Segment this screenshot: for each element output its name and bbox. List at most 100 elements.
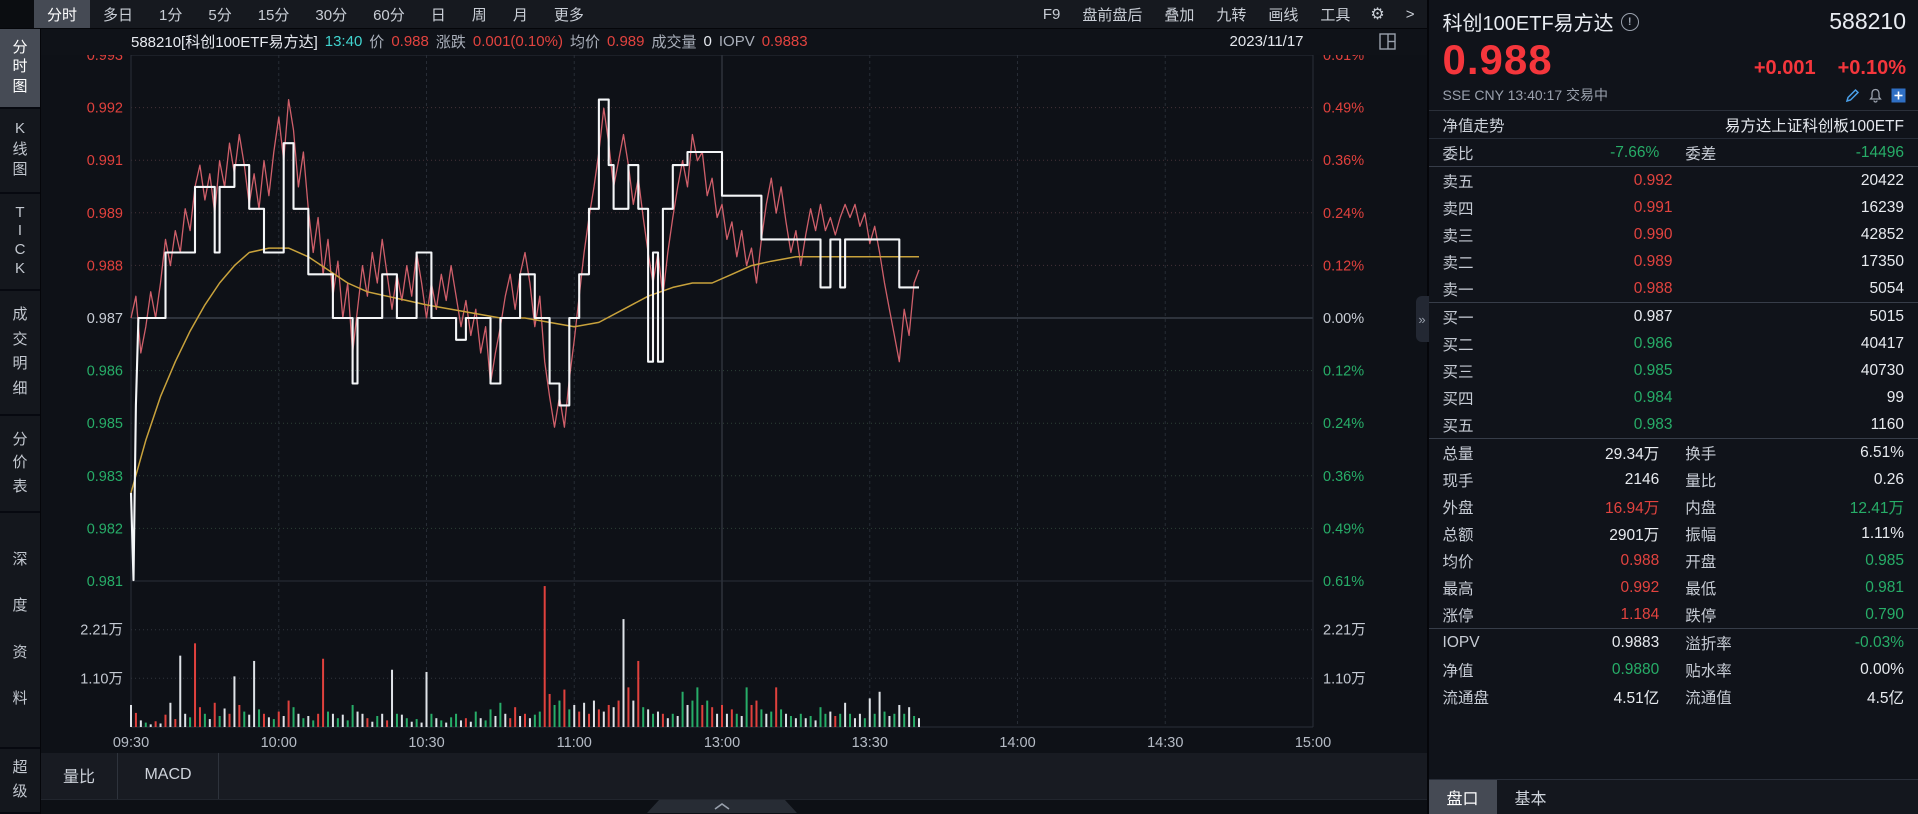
period-tab-6[interactable]: 30分 (315, 6, 348, 24)
layout-grid-icon[interactable] (1378, 33, 1396, 50)
price-axis-label: 0.983 (87, 469, 123, 485)
volume-bar (908, 707, 911, 727)
period-tab-7[interactable]: 60分 (373, 6, 405, 24)
volume-bar (853, 718, 856, 727)
panel-tab-2[interactable]: 基本 (1514, 791, 1547, 808)
sidebar-item-1[interactable]: 分时图 (0, 29, 40, 109)
volume-bar (750, 704, 753, 727)
period-tab-4[interactable]: 5分 (208, 6, 232, 24)
sidebar-item-4[interactable]: 成交明细 (0, 291, 40, 416)
bid-row-2[interactable]: 买二 0.986 40417 (1442, 334, 1904, 354)
bid-row-1[interactable]: 买一 0.987 5015 (1428, 302, 1918, 330)
collapse-chart-button[interactable] (647, 800, 797, 814)
menu-tool-6[interactable]: 工具 (1320, 6, 1351, 24)
volume-bar (514, 707, 517, 727)
period-tab-9[interactable]: 周 (471, 6, 487, 24)
time-axis-label: 13:00 (704, 735, 740, 751)
ask-levels: 卖五 0.992 20422 卖四 0.991 16239 卖三 0.990 42852 卖二 0.… (1428, 166, 1918, 302)
volume-bar (863, 718, 866, 727)
intraday-chart-svg[interactable]: 0.993 0.992 0.991 0.989 0.988 0.987 0.986 0.985… (41, 54, 1428, 753)
bid-row-3[interactable]: 买三 0.985 40730 (1442, 361, 1904, 381)
period-tab-3[interactable]: 1分 (159, 6, 183, 24)
menu-tool-5[interactable]: 画线 (1268, 6, 1299, 24)
price-axis-label: 0.988 (87, 258, 123, 274)
add-icon[interactable] (1891, 88, 1906, 103)
sidebar-item-6[interactable]: 深度资料 (0, 513, 40, 749)
ask-row-3[interactable]: 卖三 0.990 42852 (1442, 225, 1904, 245)
volume-bar (686, 704, 689, 727)
volume-bar (568, 709, 571, 727)
commission-ratio-row: 委比 -7.66% 委差 -14496 (1429, 139, 1918, 166)
ask-row-1[interactable]: 卖一 0.988 5054 (1442, 279, 1904, 299)
period-tab-10[interactable]: 月 (512, 6, 528, 24)
volume-bar (735, 713, 738, 727)
indicator-tab-volume-ratio[interactable]: 量比 (41, 751, 118, 800)
sidebar-item-7[interactable]: 超级 (0, 749, 40, 814)
sidebar-item-5[interactable]: 分价表 (0, 416, 40, 514)
volume-bar (336, 718, 339, 727)
bid-row-5[interactable]: 买五 0.983 1160 (1442, 415, 1904, 435)
volume-bar (307, 715, 310, 727)
menu-spacer (597, 0, 1032, 28)
panel-expand-icon[interactable]: » (1415, 296, 1429, 342)
price-change: +0.001 (1753, 57, 1816, 79)
stat-row-3: 外盘 16.94万 内盘 12.41万 (1442, 499, 1905, 517)
percent-axis-label: 0.24% (1323, 416, 1364, 432)
menu-overflow-icon[interactable]: > (1405, 5, 1415, 23)
ask-row-4[interactable]: 卖四 0.991 16239 (1442, 198, 1904, 218)
volume-bar (292, 707, 295, 727)
menu-tool-1[interactable]: F9 (1042, 5, 1061, 23)
volume-bar (888, 715, 891, 727)
volume-bar (804, 718, 807, 727)
volume-bar (341, 714, 344, 727)
nav-trend-row[interactable]: 净值走势 易方达上证科创板100ETF (1428, 111, 1918, 139)
status-icons (1845, 88, 1906, 103)
volume-bar (371, 721, 374, 727)
ask-row-2[interactable]: 卖二 0.989 17350 (1442, 252, 1904, 272)
bell-icon[interactable] (1868, 88, 1883, 103)
menu-tool-4[interactable]: 九转 (1216, 6, 1247, 24)
menu-tool-2[interactable]: 盘前盘后 (1082, 6, 1143, 24)
volume-bar (440, 720, 443, 727)
time-axis-label: 14:00 (999, 735, 1035, 751)
volume-bar (627, 687, 630, 727)
volume-bar (149, 724, 152, 727)
period-tab-11[interactable]: 更多 (553, 6, 584, 24)
volume-bar (139, 720, 142, 727)
ask-row-5[interactable]: 卖五 0.992 20422 (1428, 166, 1918, 194)
period-tab-2[interactable]: 多日 (103, 6, 134, 24)
gear-icon[interactable]: ⚙ (1370, 6, 1385, 23)
info-avg-label: 均价 (569, 34, 600, 52)
volume-bar (755, 700, 758, 727)
volume-bar (725, 713, 728, 727)
volume-bar (194, 643, 197, 727)
period-tab-8[interactable]: 日 (430, 6, 446, 24)
volume-bar (661, 713, 664, 727)
percent-axis-label: 0.61% (1323, 574, 1364, 590)
indicator-tab-bar: 量比 MACD (41, 750, 1427, 800)
bid-row-4[interactable]: 买四 0.984 99 (1442, 388, 1904, 408)
period-tab-5[interactable]: 15分 (257, 6, 290, 24)
volume-bar (386, 720, 389, 727)
menu-tool-3[interactable]: 叠加 (1164, 6, 1195, 24)
volume-bar (248, 714, 251, 727)
info-iopv: 0.9883 (761, 33, 808, 51)
volume-bar (484, 720, 487, 727)
price-axis-label: 0.985 (87, 416, 123, 432)
bottom-strip (41, 799, 1427, 814)
percent-axis-label: 0.49% (1323, 521, 1364, 537)
period-tab-1[interactable]: 分时 (34, 0, 91, 28)
volume-bar (351, 704, 354, 727)
volume-bar (883, 711, 886, 727)
indicator-tab-macd[interactable]: MACD (118, 751, 219, 800)
weibi-label: 委比 (1442, 145, 1474, 163)
volume-bar (794, 718, 797, 727)
volume-bar (425, 671, 428, 727)
intraday-chart[interactable]: 0.993 0.992 0.991 0.989 0.988 0.987 0.986 0.985… (41, 54, 1428, 753)
stat-row-5: 均价 0.988 开盘 0.985 (1442, 551, 1905, 571)
edit-icon[interactable] (1845, 88, 1860, 103)
info-circle-icon[interactable]: ! (1620, 12, 1639, 31)
panel-tab-1[interactable]: 盘口 (1428, 780, 1497, 814)
